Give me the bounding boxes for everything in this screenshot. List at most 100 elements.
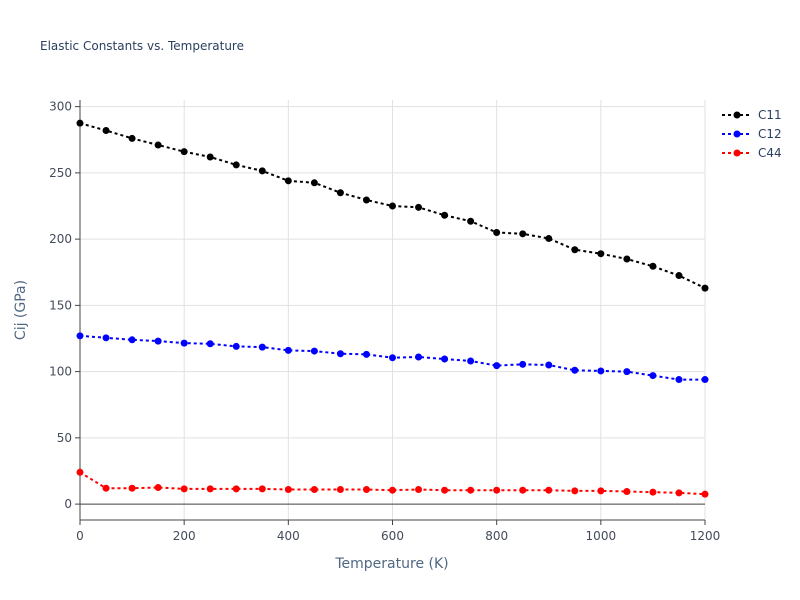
y-tick-label-2: 100	[49, 365, 72, 379]
point-c11-200	[180, 148, 188, 156]
point-c44-350	[258, 485, 266, 493]
point-c44-1100	[649, 488, 657, 496]
legend-item-c44[interactable]: C44	[722, 146, 782, 160]
point-c11-150	[154, 141, 162, 149]
point-c44-700	[441, 486, 449, 494]
point-c12-450	[310, 347, 318, 355]
point-c11-950	[571, 246, 579, 254]
point-c44-650	[415, 486, 423, 494]
point-c12-800	[493, 362, 501, 370]
point-c12-100	[128, 336, 136, 344]
point-c44-550	[362, 486, 370, 494]
point-c44-0	[76, 468, 84, 476]
series-c11	[76, 119, 709, 292]
point-c11-500	[336, 189, 344, 197]
point-c11-900	[545, 234, 553, 242]
point-c12-150	[154, 337, 162, 345]
point-c11-450	[310, 179, 318, 187]
point-c44-800	[493, 486, 501, 494]
point-c12-1100	[649, 372, 657, 380]
point-c12-200	[180, 339, 188, 347]
point-c12-350	[258, 343, 266, 351]
legend-label-c12: C12	[758, 127, 782, 141]
point-c11-100	[128, 134, 136, 142]
x-tick-label-4: 800	[485, 529, 508, 543]
point-c12-500	[336, 350, 344, 358]
point-c44-150	[154, 484, 162, 492]
point-c12-1150	[675, 376, 683, 384]
point-c44-50	[102, 484, 110, 492]
point-c12-850	[519, 360, 527, 368]
point-c11-400	[284, 177, 292, 185]
point-c11-550	[362, 196, 370, 204]
legend-item-c11[interactable]: C11	[722, 108, 782, 122]
legend-label-c44: C44	[758, 146, 782, 160]
series-c44	[76, 468, 709, 498]
point-c11-50	[102, 126, 110, 134]
point-c12-1200	[701, 376, 709, 384]
point-c11-1100	[649, 262, 657, 270]
x-tick-label-5: 1000	[586, 529, 617, 543]
y-tick-label-0: 0	[64, 497, 72, 511]
axes	[75, 100, 706, 525]
point-c44-1050	[623, 488, 631, 496]
point-c44-1200	[701, 490, 709, 498]
series-layer	[76, 119, 709, 498]
y-tick-label-6: 300	[49, 100, 72, 114]
legend-item-c12[interactable]: C12	[722, 127, 782, 141]
point-c12-50	[102, 334, 110, 342]
legend-swatch-marker-c11	[733, 111, 741, 119]
point-c44-600	[389, 486, 396, 494]
legend-swatch-marker-c44	[733, 149, 741, 157]
point-c11-850	[519, 230, 527, 238]
point-c12-400	[284, 346, 292, 354]
chart-title: Elastic Constants vs. Temperature	[40, 39, 244, 53]
point-c44-250	[206, 485, 214, 493]
point-c44-900	[545, 486, 553, 494]
grid	[79, 100, 706, 520]
y-tick-label-1: 50	[57, 431, 72, 445]
y-tick-label-5: 250	[49, 166, 72, 180]
point-c12-900	[545, 361, 553, 369]
x-tick-label-1: 200	[173, 529, 196, 543]
point-c11-700	[441, 211, 449, 219]
point-c12-250	[206, 340, 214, 348]
point-c11-350	[258, 167, 266, 175]
point-c11-750	[467, 217, 475, 225]
y-tick-label-3: 150	[49, 298, 72, 312]
point-c11-1050	[623, 255, 631, 263]
point-c44-200	[180, 485, 188, 493]
point-c12-650	[415, 353, 423, 361]
point-c12-0	[76, 332, 84, 340]
x-tick-label-2: 400	[277, 529, 300, 543]
point-c11-1150	[675, 272, 683, 280]
point-c11-800	[493, 228, 501, 236]
x-tick-label-3: 600	[381, 529, 404, 543]
point-c44-1150	[675, 489, 683, 497]
x-tick-labels: 0 200 400 600 800 1000 1200	[76, 529, 720, 543]
legend: C11 C12 C44	[722, 108, 782, 160]
point-c11-250	[206, 153, 214, 161]
point-c12-600	[389, 354, 396, 362]
point-c11-600	[389, 202, 396, 210]
point-c44-500	[336, 486, 344, 494]
point-c12-1000	[597, 367, 605, 375]
point-c44-850	[519, 486, 527, 494]
point-c44-750	[467, 486, 475, 494]
legend-swatch-marker-c12	[733, 130, 741, 138]
y-tick-label-4: 200	[49, 232, 72, 246]
point-c11-1200	[701, 284, 709, 292]
legend-label-c11: C11	[758, 108, 782, 122]
point-c44-950	[571, 487, 579, 495]
point-c44-100	[128, 484, 136, 492]
point-c44-450	[310, 486, 318, 494]
point-c12-550	[362, 350, 370, 358]
point-c44-1000	[597, 487, 605, 495]
x-tick-label-6: 1200	[690, 529, 721, 543]
x-tick-label-0: 0	[76, 529, 84, 543]
point-c11-300	[232, 161, 240, 169]
point-c11-0	[76, 119, 84, 127]
point-c44-300	[232, 485, 240, 493]
x-axis-title: Temperature (K)	[334, 556, 448, 572]
